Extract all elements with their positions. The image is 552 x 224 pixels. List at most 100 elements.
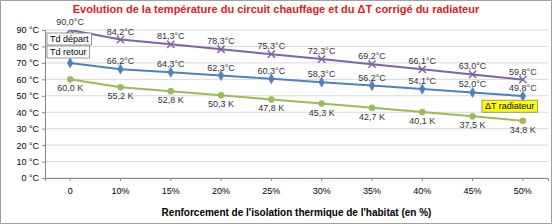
x-axis: 0 10% 15% 20% 25% 30% 35% 40% 45% 50%: [46, 178, 549, 196]
y-tick: 50 °C: [16, 91, 45, 101]
grid-line: [45, 161, 548, 162]
x-tick-mark: [522, 178, 523, 181]
data-label: 54,1°C: [408, 76, 436, 86]
x-tick-label: 10%: [111, 186, 129, 196]
series-marker: [167, 41, 174, 48]
y-tick-label: 70 °C: [16, 58, 39, 68]
x-tick-mark: [170, 178, 171, 181]
data-label: 84,2°C: [107, 27, 135, 37]
y-tick-mark: [42, 79, 45, 80]
data-label: 52,0°C: [459, 79, 487, 89]
data-label: 69,2°C: [358, 51, 386, 61]
series-marker: [469, 71, 476, 78]
x-tick: 50%: [514, 178, 532, 196]
x-tick-label: 40%: [413, 186, 431, 196]
x-tick: 15%: [162, 178, 180, 196]
x-tick-label: 0: [68, 186, 73, 196]
legend-item: Td départ: [47, 33, 92, 45]
series-marker: [369, 105, 375, 111]
x-tick-mark: [321, 178, 322, 181]
legend-box: [47, 46, 90, 58]
series-marker: [117, 84, 123, 90]
series-marker: [117, 36, 124, 43]
series-marker: [469, 113, 475, 119]
y-tick-mark: [42, 63, 45, 64]
data-label: 45,3 K: [309, 108, 335, 118]
x-tick-mark: [422, 178, 423, 181]
series-line: [70, 79, 523, 120]
y-tick-mark: [42, 162, 45, 163]
y-tick-mark: [42, 145, 45, 146]
data-label: 60,0 K: [57, 83, 83, 93]
y-tick: 10 °C: [16, 157, 45, 167]
y-tick-label: 30 °C: [16, 124, 39, 134]
y-tick-mark: [42, 30, 45, 31]
x-tick-mark: [472, 178, 473, 181]
x-tick-label: 25%: [262, 186, 280, 196]
y-tick-label: 10 °C: [16, 157, 39, 167]
legend-box: [482, 100, 537, 112]
series-marker: [419, 66, 426, 73]
y-tick-label: 80 °C: [16, 42, 39, 52]
data-label: 63,0°C: [459, 61, 487, 71]
data-label: 58,3°C: [308, 69, 336, 79]
x-tick: 45%: [464, 178, 482, 196]
series-marker: [268, 51, 275, 58]
series-marker: [67, 58, 73, 68]
x-tick-mark: [271, 178, 272, 181]
legend-item: Td retour: [47, 46, 90, 58]
data-label: 40,1 K: [409, 116, 435, 126]
data-label: 78,3°C: [207, 36, 235, 46]
x-axis-line: [46, 179, 549, 182]
data-label: 42,7 K: [359, 112, 385, 122]
legend-item: ΔT radiateur: [482, 100, 537, 112]
y-tick-label: 20 °C: [16, 140, 39, 150]
legend-label: Td départ: [50, 34, 89, 44]
series-line: [70, 30, 523, 80]
y-tick-label: 0 °C: [21, 173, 39, 183]
y-tick-label: 90 °C: [16, 25, 39, 35]
y-tick: 40 °C: [16, 108, 45, 118]
x-tick: 35%: [363, 178, 381, 196]
x-tick-mark: [120, 178, 121, 181]
data-label: 56,2°C: [358, 73, 386, 83]
y-axis: 0 °C 10 °C 20 °C 30 °C 40 °C 50 °C 60 °C 70 °C 8…: [16, 25, 45, 183]
data-label: 50,3 K: [208, 99, 234, 109]
data-label: 66,1°C: [408, 56, 436, 66]
y-tick-mark: [42, 46, 45, 47]
data-label: 47,8 K: [258, 103, 284, 113]
plot-area: [67, 30, 527, 124]
series-marker: [319, 100, 325, 106]
x-tick: 40%: [413, 178, 431, 196]
data-label: 49,8°C: [509, 83, 537, 93]
y-tick: 60 °C: [16, 75, 45, 85]
x-tick-label: 30%: [313, 186, 331, 196]
grid-line: [45, 145, 548, 146]
grid-line: [45, 46, 548, 47]
series-marker: [168, 88, 174, 94]
data-label: 60,3°C: [258, 66, 286, 76]
series-line: [70, 63, 523, 96]
x-tick: 0: [68, 178, 73, 196]
x-tick-label: 20%: [212, 186, 230, 196]
grid: [45, 30, 548, 178]
y-tick-label: 60 °C: [16, 75, 39, 85]
data-label: 52,8 K: [158, 95, 184, 105]
legend-box: [47, 33, 92, 45]
y-tick-label: 40 °C: [16, 108, 39, 118]
x-tick: 20%: [212, 178, 230, 196]
series-marker: [419, 109, 425, 115]
x-tick: 30%: [313, 178, 331, 196]
grid-line: [45, 112, 548, 113]
series-marker: [268, 96, 274, 102]
x-tick-mark: [371, 178, 372, 181]
x-tick-label: 45%: [464, 186, 482, 196]
y-tick-mark: [42, 112, 45, 113]
x-tick-mark: [221, 178, 222, 181]
legend-label: Td retour: [50, 47, 87, 57]
x-axis-title: Renforcement de l'isolation thermique de…: [162, 207, 432, 218]
series-marker: [368, 61, 375, 68]
x-tick-mark: [70, 178, 71, 181]
data-label: 90,0°C: [56, 17, 84, 27]
chart-frame: [1, 1, 552, 224]
